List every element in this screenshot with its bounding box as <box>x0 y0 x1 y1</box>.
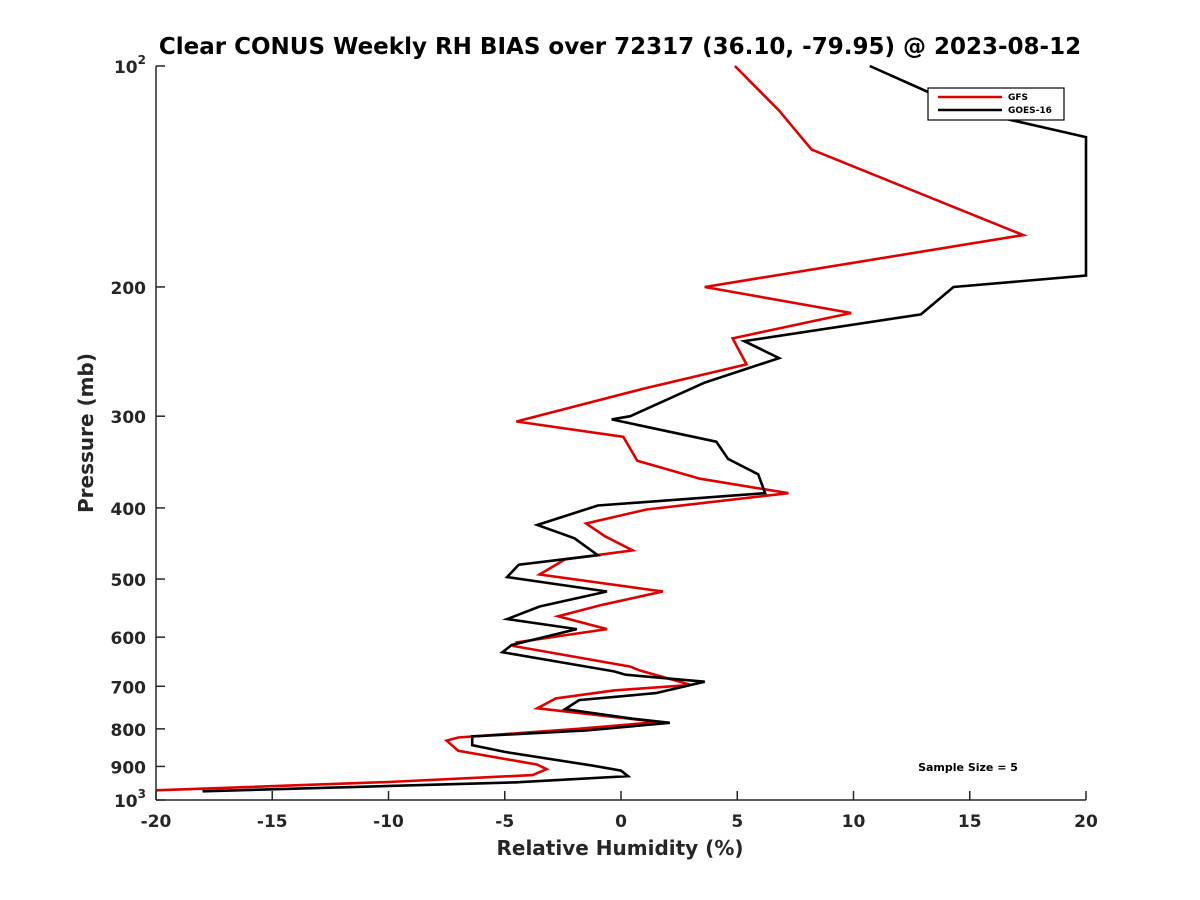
y-tick-label: 102 <box>114 53 146 78</box>
x-axis-label: Relative Humidity (%) <box>496 836 743 860</box>
series-line-goes-16 <box>202 64 1088 793</box>
x-tick-label: 10 <box>842 812 866 832</box>
legend: GFS GOES-16 <box>927 87 1065 121</box>
y-tick-label: 200 <box>111 279 147 299</box>
sample-size-annotation: Sample Size = 5 <box>918 761 1018 774</box>
x-tick-label: 20 <box>1074 812 1098 832</box>
y-tick-label: 400 <box>111 500 147 520</box>
legend-label: GOES-16 <box>1008 106 1052 116</box>
y-tick-label: 300 <box>111 408 147 428</box>
legend-box <box>927 87 1065 121</box>
x-tick-label: -20 <box>141 812 172 832</box>
x-tick-label: -5 <box>495 812 514 832</box>
y-tick-label: 500 <box>111 571 147 591</box>
y-tick-label: 600 <box>111 629 147 649</box>
y-tick-label: 800 <box>111 721 147 741</box>
y-tick-label: 103 <box>114 787 146 812</box>
chart-title: Clear CONUS Weekly RH BIAS over 72317 (3… <box>159 34 1081 60</box>
y-axis: 102 200 300 400 500 600 700 800 900 103 <box>111 53 165 812</box>
legend-label: GFS <box>1008 93 1028 103</box>
y-tick-label: 900 <box>111 758 147 778</box>
y-axis-label: Pressure (mb) <box>74 353 98 513</box>
series-line-gfs <box>155 65 1028 792</box>
x-tick-label: 0 <box>615 812 627 832</box>
x-axis: -20 -15 -10 -5 0 5 10 15 20 <box>141 791 1098 832</box>
x-tick-label: 5 <box>731 812 743 832</box>
series-layer <box>155 64 1088 793</box>
y-tick-label: 700 <box>111 678 147 698</box>
x-tick-label: -10 <box>373 812 404 832</box>
x-tick-label: 15 <box>958 812 982 832</box>
x-tick-label: -15 <box>257 812 288 832</box>
